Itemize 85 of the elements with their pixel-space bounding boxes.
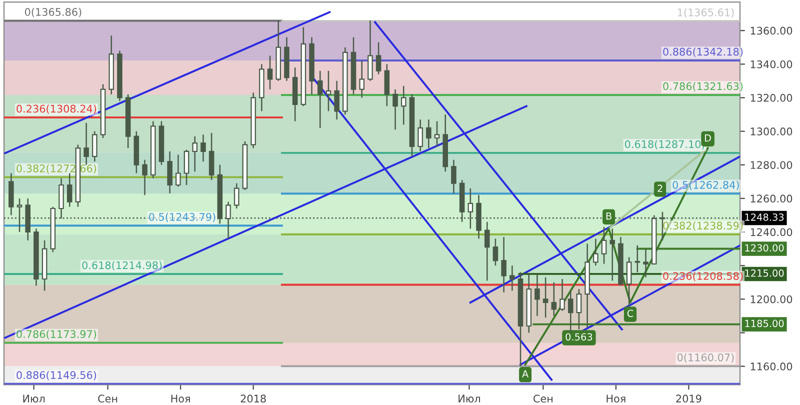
candlestick — [58, 178, 64, 220]
annotation: 0.236(1308.24) — [16, 104, 96, 114]
candlestick — [601, 226, 607, 265]
series-label: 1230.00 — [745, 244, 784, 252]
candlestick — [142, 159, 148, 196]
candlestick — [510, 264, 515, 292]
x-tick-label: Ноя — [606, 394, 626, 403]
annotation: 0(1160.07) — [677, 353, 734, 363]
y-tick-label: 1360.00 — [750, 26, 792, 35]
candlestick — [384, 64, 390, 107]
candlestick — [359, 60, 365, 98]
candlestick — [568, 290, 574, 334]
candlestick — [434, 120, 440, 148]
x-tick-label: 2019 — [676, 394, 702, 403]
y-tick-label: 1200.00 — [750, 295, 792, 304]
candlestick — [167, 150, 172, 194]
x-tick-label: Июл — [23, 394, 45, 403]
candlestick — [451, 159, 456, 194]
annotation: 1(1365.61) — [678, 8, 734, 18]
candlestick — [200, 134, 206, 162]
candlestick — [560, 278, 565, 312]
candlestick — [267, 55, 273, 90]
annotation: 0.236(1208.58) — [663, 272, 743, 282]
series-label: 2 — [658, 184, 662, 192]
series-label: 1215.00 — [745, 269, 784, 277]
candlestick — [468, 188, 474, 230]
candlestick — [534, 273, 540, 317]
annotation: 0.618(1287.10) — [624, 140, 704, 150]
candlestick — [226, 201, 231, 240]
candlestick — [418, 118, 423, 152]
annotation: 0.886(1342.18) — [663, 48, 743, 57]
candlestick — [326, 70, 332, 112]
series-label: 1185.00 — [745, 320, 784, 328]
candlestick — [334, 80, 340, 120]
annotation: 0.786(1173.97) — [16, 330, 96, 340]
candlestick — [184, 149, 190, 186]
candlestick — [492, 238, 498, 266]
candlestick — [66, 172, 72, 208]
candlestick — [426, 118, 432, 149]
candlestick — [16, 198, 22, 233]
y-tick-label: 1300.00 — [750, 128, 792, 136]
y-tick-label: 1280.00 — [750, 161, 792, 169]
annotation: 0.786(1321.63) — [663, 82, 743, 92]
candlestick — [576, 288, 582, 330]
candlestick — [317, 70, 323, 129]
series-label: C — [627, 310, 634, 318]
x-tick-label: Июл — [458, 394, 480, 403]
candlestick — [176, 154, 181, 188]
annotation: 0.886(1149.56) — [16, 370, 96, 380]
series-label: D — [705, 134, 711, 142]
y-tick-label: 1160.00 — [750, 362, 792, 370]
annotation: 0.618(1214.98) — [82, 261, 162, 270]
ref-line-label: 1248.33 — [745, 213, 784, 221]
y-tick-label: 1260.00 — [750, 194, 792, 203]
candlestick — [234, 182, 240, 210]
candlestick — [376, 42, 382, 75]
y-tick-label: 1320.00 — [750, 94, 792, 102]
candlestick — [610, 228, 616, 282]
series-label: B — [606, 212, 612, 220]
y-tick-label: 1240.00 — [750, 228, 792, 236]
candlestick — [368, 20, 373, 82]
candlestick — [392, 88, 398, 130]
candlestick — [208, 132, 214, 181]
x-tick-label: 2018 — [240, 394, 266, 403]
candlestick — [542, 276, 548, 318]
candlestick — [400, 85, 406, 126]
y-tick-label: 1340.00 — [750, 60, 792, 68]
candlestick — [634, 244, 640, 273]
candlestick — [593, 238, 598, 266]
annotation: 0.5(1243.79) — [149, 212, 216, 222]
candlestick — [551, 282, 557, 317]
annotation: 0.5(1262.84) — [672, 180, 739, 190]
candlestick — [84, 122, 89, 166]
candlestick — [92, 130, 98, 162]
candlestick — [643, 248, 648, 278]
x-tick-label: Сен — [98, 394, 118, 403]
candlestick — [626, 256, 632, 306]
candlestick — [501, 236, 506, 294]
x-tick-label: Ноя — [171, 394, 190, 403]
candlestick — [484, 221, 490, 282]
annotation: 0.382(1238.59) — [663, 222, 743, 231]
candlestick — [192, 136, 198, 172]
series-label: A — [522, 370, 529, 378]
annotation: 0(1365.86) — [24, 8, 82, 18]
x-tick-label: Сен — [534, 394, 552, 403]
